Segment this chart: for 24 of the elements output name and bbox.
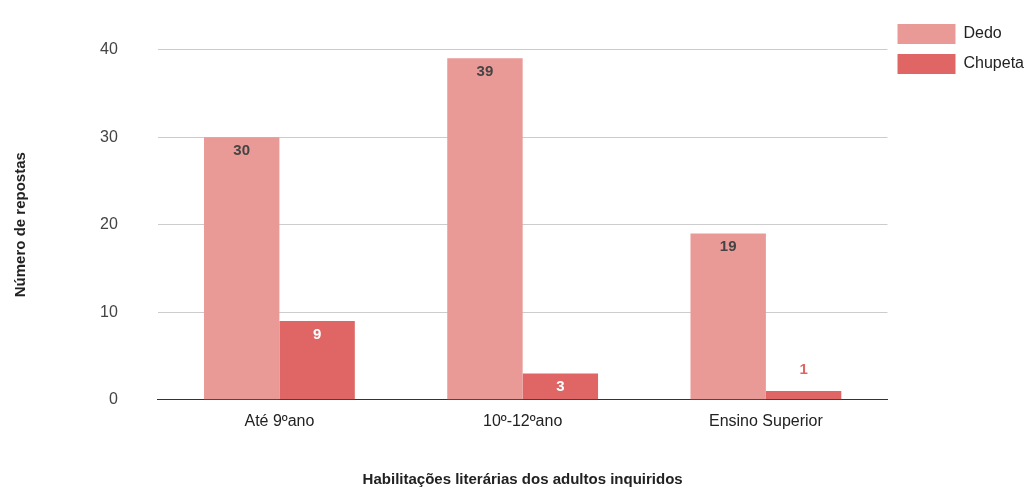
data-label: 39: [476, 62, 494, 79]
y-tick-label: 10: [100, 302, 118, 320]
y-tick-label: 20: [100, 215, 118, 233]
legend-label: Dedo: [963, 24, 1002, 42]
bar: [447, 58, 523, 400]
data-label: 30: [233, 140, 251, 158]
x-tick-label: 10º-12ºano: [483, 411, 563, 429]
bar: [690, 233, 766, 400]
legend-label: Chupeta: [963, 54, 1025, 72]
y-axis-title: Número de repostas: [11, 152, 29, 298]
bar: [522, 373, 599, 400]
data-label: 3: [556, 377, 565, 395]
y-tick-label: 30: [100, 127, 118, 145]
y-tick-label: 0: [108, 390, 118, 408]
x-tick-label: Até 9ºano: [244, 411, 315, 429]
bar: [765, 391, 842, 400]
y-tick-label: 40: [100, 40, 118, 58]
x-tick-label: Ensino Superior: [708, 411, 824, 429]
data-label: 19: [719, 237, 737, 255]
bar: [204, 137, 280, 400]
data-label: 1: [799, 359, 808, 377]
bar: [279, 321, 355, 400]
x-axis-title: Habilitações literárias dos adultos inquiridos: [362, 470, 683, 488]
data-label: 9: [312, 324, 322, 342]
